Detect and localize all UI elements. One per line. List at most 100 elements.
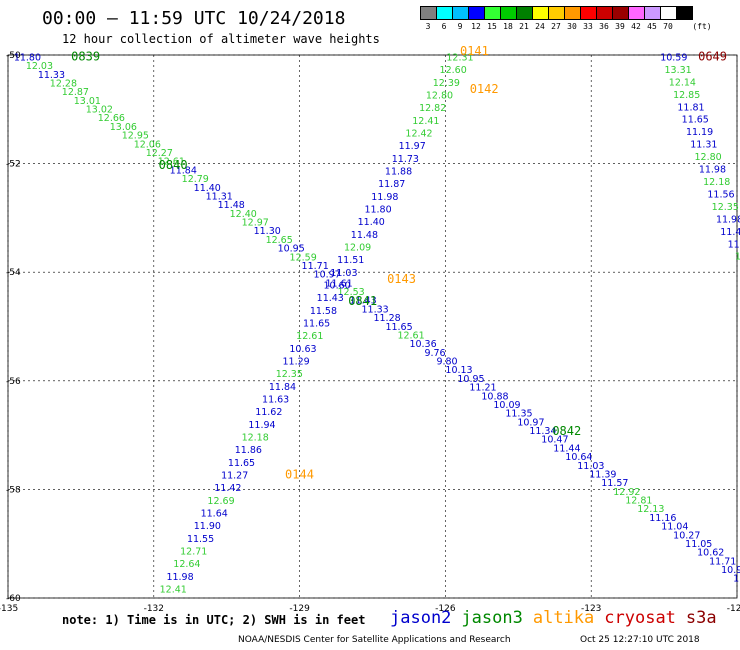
- page-subtitle: 12 hour collection of altimeter wave hei…: [62, 32, 380, 46]
- wave-height-value: 11.65: [228, 458, 255, 469]
- wave-height-value: 11.43: [317, 293, 344, 304]
- wave-height-value: 11.56: [707, 189, 734, 200]
- wave-height-value: 11.84: [269, 382, 296, 393]
- wave-height-value: 11.55: [187, 534, 214, 545]
- wave-height-value: 12.13: [637, 504, 664, 515]
- color-scale-labels: 3 6 9 12 15 18 21 24 27 30 33 36 39 42 45 70 (ft): [420, 22, 712, 31]
- wave-height-value: 13.31: [665, 65, 692, 76]
- longitude-tick-label: -129: [289, 604, 310, 614]
- color-scale-unit: (ft): [692, 22, 712, 31]
- wave-height-value: 12.69: [207, 496, 234, 507]
- color-scale-label: 27: [551, 22, 561, 31]
- wave-height-value: 10.97: [314, 270, 341, 281]
- wave-height-value: 10.27: [673, 530, 700, 541]
- color-swatch: [564, 6, 581, 20]
- longitude-tick-label: -135: [0, 604, 18, 614]
- wave-height-value: 11.97: [399, 141, 426, 152]
- latitude-tick-label: -52: [6, 160, 21, 170]
- wave-height-value: 12.35: [276, 369, 303, 380]
- wave-height-value: 11.05: [685, 539, 712, 550]
- wave-height-value: 11.44: [553, 443, 580, 454]
- wave-height-value: 12.39: [433, 78, 460, 89]
- wave-height-value: 11.31: [690, 140, 717, 151]
- wave-height-value: 10.13: [445, 365, 472, 376]
- latitude-tick-label: -54: [6, 268, 21, 278]
- color-swatch: [484, 6, 501, 20]
- wave-height-value: 11.35: [505, 409, 532, 420]
- color-scale-label: 30: [567, 22, 577, 31]
- wave-height-value: 12.18: [703, 177, 730, 188]
- map-frame: [7, 54, 738, 599]
- wave-height-value: 9.76: [424, 348, 445, 359]
- wave-height-value: 12.28: [50, 78, 77, 89]
- wave-height-value: 12.87: [62, 87, 89, 98]
- color-swatch: [580, 6, 597, 20]
- longitude-tick-label: -123: [581, 604, 601, 614]
- legend-jason3: jason3: [461, 608, 523, 628]
- color-scale-label: 45: [647, 22, 657, 31]
- wave-height-value: 12.59: [290, 252, 317, 263]
- wave-height-value: 12.41: [412, 116, 439, 127]
- wave-height-value: 13.02: [86, 105, 113, 116]
- pass-time-label: 0839: [71, 49, 100, 63]
- wave-height-value: 11.28: [373, 313, 400, 324]
- color-scale-label: 36: [599, 22, 609, 31]
- page-title: 00:00 – 11:59 UTC 10/24/2018: [42, 8, 346, 29]
- pass-time-label: 0141: [460, 44, 489, 58]
- wave-height-value: 12.61: [296, 331, 323, 342]
- wave-height-value: 10.95: [278, 244, 305, 255]
- wave-height-value: 11.03: [330, 268, 357, 279]
- wave-height-value: 12.61: [158, 157, 185, 168]
- note-text: note: 1) Time is in UTC; 2) SWH is in fe…: [62, 613, 366, 627]
- wave-height-value: 11.48: [218, 200, 245, 211]
- wave-height-value: 12.92: [613, 487, 640, 498]
- wave-height-value: 11.27: [221, 471, 248, 482]
- wave-height-value: 12.97: [242, 218, 269, 229]
- credit-text: NOAA/NESDIS Center for Satellite Applica…: [238, 635, 511, 645]
- pass-time-label: 0144: [285, 468, 314, 482]
- wave-height-value: 9.80: [436, 357, 457, 368]
- color-swatch: [676, 6, 693, 20]
- wave-height-value: 11.88: [385, 166, 412, 177]
- longitude-tick-label: -120: [727, 604, 740, 614]
- wave-height-value: 11.94: [248, 420, 275, 431]
- pass-time-label: 0842: [552, 424, 581, 438]
- color-swatch: [548, 6, 565, 20]
- color-swatch: [436, 6, 453, 20]
- wave-height-value: 11.34: [733, 574, 740, 585]
- wave-height-value: 11.90: [194, 521, 221, 532]
- wave-height-value: 12.53: [338, 287, 365, 298]
- wave-height-value: 10.88: [481, 391, 508, 402]
- wave-height-value: 11.1: [728, 239, 740, 250]
- wave-height-value: 10.64: [565, 452, 592, 463]
- pass-time-label: 0840: [159, 158, 188, 172]
- wave-height-value: 12.64: [173, 559, 200, 570]
- wave-height-value: 12.18: [242, 433, 269, 444]
- color-swatch: [420, 6, 437, 20]
- wave-height-value: 11.43: [720, 227, 740, 238]
- color-scale-label: 6: [441, 22, 447, 31]
- wave-height-value: 11.43: [350, 296, 377, 307]
- wave-height-value: 11.48: [351, 230, 378, 241]
- wave-height-value: 11.42: [214, 483, 241, 494]
- color-swatch: [660, 6, 677, 20]
- wave-height-value: 12.14: [669, 77, 696, 88]
- wave-height-value: 11.65: [385, 322, 412, 333]
- wave-height-value: 11.65: [682, 115, 709, 126]
- wave-height-color-scale: [420, 6, 693, 22]
- wave-height-value: 12.95: [122, 131, 149, 142]
- generation-timestamp: Oct 25 12:27:10 UTC 2018: [580, 635, 700, 645]
- wave-height-value: 13.06: [110, 122, 137, 133]
- wave-height-value: 11.03: [577, 461, 604, 472]
- wave-height-value: 10.94: [721, 565, 740, 576]
- legend-altika: altika: [532, 608, 595, 628]
- wave-height-value: 11.61: [326, 278, 353, 289]
- wave-height-value: 12.09: [344, 242, 371, 253]
- color-swatch: [468, 6, 485, 20]
- wave-height-value: 11.87: [378, 179, 405, 190]
- satellite-legend: jason2 jason3 altika cryosat s3a: [390, 608, 717, 628]
- wave-height-value: 11.04: [661, 522, 688, 533]
- wave-height-value: 12.81: [625, 496, 652, 507]
- wave-height-value: 12.79: [182, 174, 209, 185]
